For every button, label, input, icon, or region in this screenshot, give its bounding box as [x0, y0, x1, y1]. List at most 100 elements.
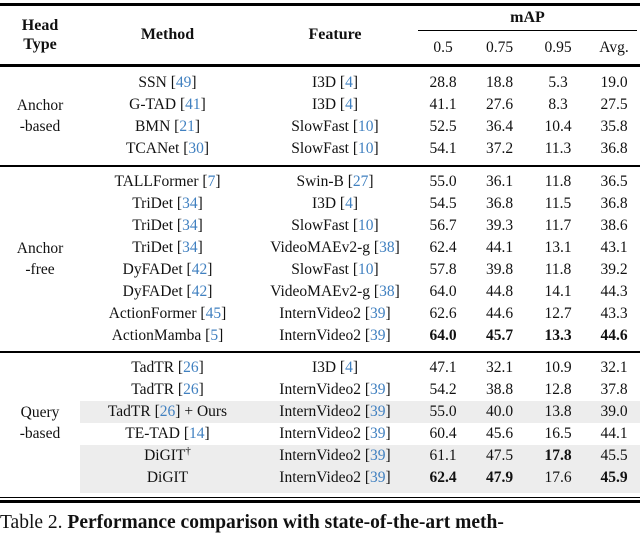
citation-link[interactable]: 4	[345, 73, 353, 91]
method-cell: SSN [49]	[138, 73, 197, 91]
map-value: 39.8	[485, 260, 514, 278]
table-row: TadTR [26] InternVideo2 [39] 54.2 38.8 12.8 3…	[80, 379, 640, 401]
map-value: 62.4	[429, 238, 457, 256]
map-value: 41.1	[429, 95, 457, 113]
citation-link[interactable]: 38	[379, 282, 395, 300]
method-cell: TriDet [34]	[132, 238, 203, 256]
citation-link[interactable]: 4	[345, 358, 353, 376]
citation-link[interactable]: 39	[370, 446, 386, 464]
head-type-label-line: -based	[19, 117, 61, 135]
citation-link[interactable]: 21	[179, 117, 195, 135]
citation-link[interactable]: 39	[370, 304, 386, 322]
method-cell: DyFADet [42]	[122, 282, 213, 300]
map-value: 10.9	[544, 358, 572, 376]
citation-link[interactable]: 39	[370, 468, 386, 486]
citation-link[interactable]: 34	[182, 238, 198, 256]
citation-link[interactable]: 38	[379, 238, 395, 256]
map-value: 17.8	[544, 446, 572, 464]
citation-link[interactable]: 4	[345, 194, 353, 212]
caption-text: Performance comparison with state-of-the…	[67, 511, 504, 533]
citation-link[interactable]: 26	[183, 380, 199, 398]
citation-link[interactable]: 39	[370, 326, 386, 344]
section-rows: TadTR [26] I3D [4] 47.1 32.1 10.9 32.1 TadTR […	[80, 357, 640, 489]
map-value: 11.3	[544, 139, 572, 157]
feature-cell: I3D [4]	[311, 358, 359, 376]
map-value: 37.8	[600, 380, 628, 398]
table-row: TriDet [34] SlowFast [10] 56.7 39.3 11.7 38.6	[80, 215, 640, 237]
map-value: 39.0	[600, 402, 628, 420]
citation-link[interactable]: 39	[370, 380, 386, 398]
method-cell: TadTR [26]	[131, 358, 204, 376]
table-row: TE-TAD [14] InternVideo2 [39] 60.4 45.6 16.5…	[80, 423, 640, 445]
map-value: 12.8	[544, 380, 572, 398]
map-value: 13.3	[544, 326, 572, 344]
map-value: 44.6	[600, 326, 628, 344]
head-type-line1: Head	[21, 17, 59, 34]
column-header-method: Method	[140, 26, 195, 43]
map-value: 45.5	[600, 446, 628, 464]
map-value: 32.1	[600, 358, 628, 376]
citation-link[interactable]: 34	[182, 194, 198, 212]
method-cell: DiGIT†	[144, 444, 191, 464]
citation-link[interactable]: 30	[188, 139, 204, 157]
table-row: DyFADet [42] SlowFast [10] 57.8 39.8 11.8 39.…	[80, 259, 640, 281]
method-cell: TALLFormer [7]	[114, 172, 221, 190]
header-bottom-rule	[0, 64, 640, 67]
table-row: SSN [49] I3D [4] 28.8 18.8 5.3 19.0	[80, 72, 640, 94]
citation-link[interactable]: 5	[210, 326, 219, 344]
citation-link[interactable]: 14	[189, 424, 205, 442]
column-group-map: mAP 0.5 0.75 0.95 Avg.	[415, 6, 640, 64]
section-divider-rule	[0, 164, 640, 167]
map-value: 54.2	[429, 380, 457, 398]
map-threshold-label: 0.95	[544, 38, 572, 56]
section-rows: TALLFormer [7] Swin-B [27] 55.0 36.1 11.8 36.…	[80, 171, 640, 347]
map-value: 8.3	[548, 95, 568, 113]
feature-cell: VideoMAEv2-g [38]	[270, 282, 400, 300]
map-value: 17.6	[544, 468, 572, 486]
table-row: DiGIT InternVideo2 [39] 62.4 47.9 17.6 45.9	[80, 466, 640, 489]
citation-link[interactable]: 26	[183, 358, 199, 376]
citation-link[interactable]: 4	[345, 95, 353, 113]
citation-link[interactable]: 10	[358, 139, 374, 157]
column-header-feature: Feature	[308, 26, 362, 43]
feature-cell: InternVideo2 [39]	[279, 424, 391, 442]
citation-link[interactable]: 42	[191, 260, 208, 278]
citation-link[interactable]: 10	[358, 260, 374, 278]
head-type-cell: Query -based	[0, 357, 80, 489]
map-value: 44.1	[600, 424, 628, 442]
map-value: 61.1	[429, 446, 457, 464]
feature-cell: SlowFast [10]	[291, 260, 379, 278]
table-row: BMN [21] SlowFast [10] 52.5 36.4 10.4 35.8	[80, 116, 640, 138]
method-cell: TadTR [26]	[131, 380, 204, 398]
feature-cell: VideoMAEv2-g [38]	[270, 238, 400, 256]
map-value: 36.8	[485, 194, 514, 212]
map-value: 62.4	[429, 468, 457, 486]
map-threshold-label: 0.5	[433, 38, 453, 56]
method-cell: BMN [21]	[134, 117, 201, 135]
citation-link[interactable]: 10	[358, 216, 374, 234]
citation-link[interactable]: 41	[185, 95, 201, 113]
citation-link[interactable]: 39	[370, 424, 386, 442]
citation-link[interactable]: 42	[191, 282, 208, 300]
map-group-label: mAP	[510, 9, 545, 26]
citation-link[interactable]: 45	[205, 304, 222, 322]
citation-link[interactable]: 26	[159, 402, 176, 420]
citation-link[interactable]: 34	[182, 216, 198, 234]
citation-link[interactable]: 49	[175, 73, 192, 91]
map-value: 47.5	[485, 446, 514, 464]
table-row: TadTR [26] I3D [4] 47.1 32.1 10.9 32.1	[80, 357, 640, 379]
map-value: 64.0	[429, 282, 457, 300]
citation-link[interactable]: 10	[358, 117, 374, 135]
map-value: 28.8	[429, 73, 457, 91]
citation-link[interactable]: 7	[207, 172, 216, 190]
method-cell: TriDet [34]	[132, 216, 203, 234]
column-header-head-type: Head Type	[0, 6, 80, 64]
feature-cell: Swin-B [27]	[296, 172, 374, 190]
citation-link[interactable]: 27	[352, 172, 369, 190]
citation-link[interactable]: 39	[370, 402, 386, 420]
map-value: 36.4	[485, 117, 514, 135]
map-value: 40.0	[485, 402, 514, 420]
map-value: 12.7	[544, 304, 572, 322]
head-type-label-line: -based	[19, 424, 61, 442]
map-value: 14.1	[544, 282, 572, 300]
